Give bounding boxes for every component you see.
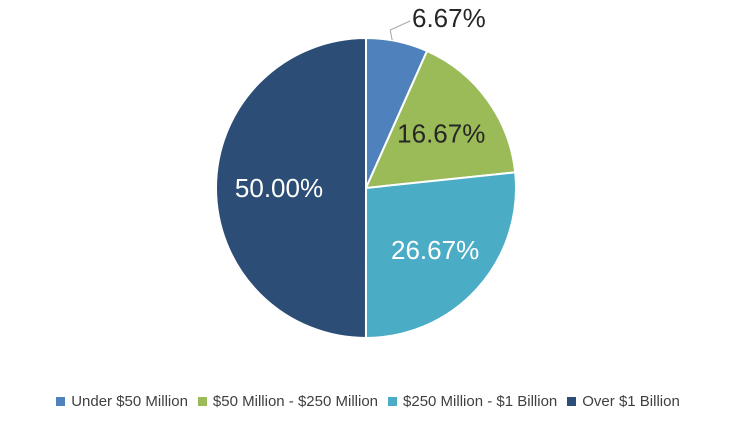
data-label-250m-1b: 26.67% <box>391 235 479 265</box>
pie-slice-250m-1b <box>364 171 517 340</box>
data-label-50m-250m: 16.67% <box>397 118 485 148</box>
pie-slice-50m-250m <box>364 49 517 190</box>
legend-swatch <box>197 397 207 406</box>
legend-item-250m-1b: $250 Million - $1 Billion <box>388 393 557 410</box>
legend-swatch <box>56 397 66 406</box>
legend-swatch <box>388 397 398 406</box>
data-label-under-50m: 6.67% <box>412 3 486 33</box>
legend-label: $50 Million - $250 Million <box>212 393 379 410</box>
data-label-over-1b: 50.00% <box>235 173 323 203</box>
chart-legend: Under $50 Million $50 Million - $250 Mil… <box>0 393 736 410</box>
legend-item-over-1b: Over $1 Billion <box>567 393 680 410</box>
legend-label: Under $50 Million <box>71 393 188 410</box>
pie-slice-over-1b <box>215 36 367 340</box>
leader-line-under-50m <box>389 20 411 41</box>
legend-item-under-50m: Under $50 Million <box>56 393 188 410</box>
legend-item-50m-250m: $50 Million - $250 Million <box>197 393 379 410</box>
legend-label: $250 Million - $1 Billion <box>403 393 558 410</box>
pie-chart-plot: 6.67% 16.67% 26.67% 50.00% <box>215 3 517 340</box>
legend-swatch <box>567 397 577 406</box>
legend-label: Over $1 Billion <box>582 393 680 410</box>
